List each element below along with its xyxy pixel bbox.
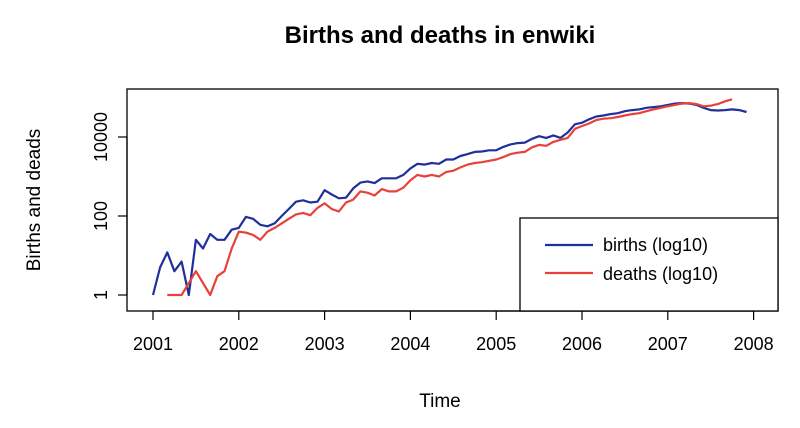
- x-tick-label: 2003: [305, 334, 345, 354]
- series-line-births: [151, 101, 747, 297]
- x-tick-label: 2007: [648, 334, 688, 354]
- legend-box: [519, 217, 779, 312]
- series-line-deaths: [167, 98, 733, 297]
- y-tick-label: 1: [91, 290, 111, 300]
- y-tick-label: 10000: [91, 112, 111, 162]
- x-tick-label: 2006: [562, 334, 602, 354]
- y-axis: 1 100 10000: [91, 112, 128, 300]
- x-tick-label: 2004: [390, 334, 430, 354]
- legend: births (log10) deaths (log10): [519, 217, 779, 312]
- x-tick-label: 2008: [734, 334, 774, 354]
- x-tick-label: 2005: [476, 334, 516, 354]
- legend-label-births: births (log10): [603, 235, 708, 255]
- legend-label-deaths: deaths (log10): [603, 264, 718, 284]
- chart-title: Births and deaths in enwiki: [285, 22, 596, 49]
- x-tick-label: 2001: [133, 334, 173, 354]
- y-tick-label: 100: [91, 201, 111, 231]
- x-axis: 2001 2002 2003 2004 2005 2006 2007 2008: [133, 310, 774, 354]
- x-tick-label: 2002: [219, 334, 259, 354]
- y-axis-label: Births and deads: [24, 129, 45, 272]
- series-layer: [151, 98, 747, 297]
- x-axis-label: Time: [419, 391, 461, 412]
